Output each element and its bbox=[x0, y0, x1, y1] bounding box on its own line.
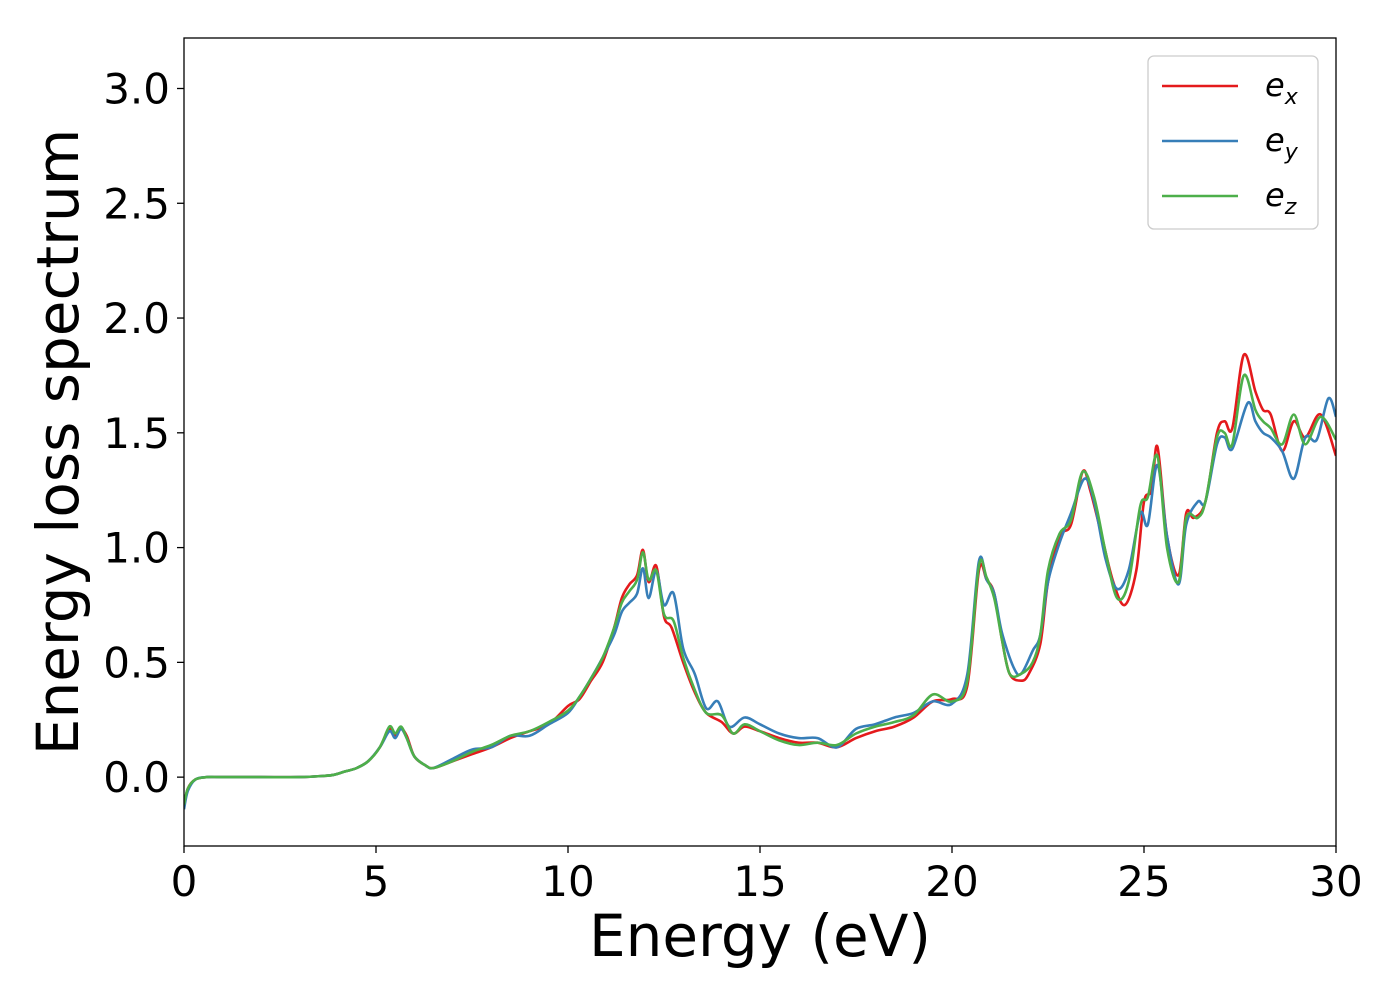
x-tick-label: 25 bbox=[1117, 857, 1170, 906]
plot-lines bbox=[184, 352, 1336, 810]
y-tick-label: 1.0 bbox=[103, 524, 170, 573]
y-tick-label: 2.0 bbox=[103, 294, 170, 343]
y-axis-title: Energy loss spectrum bbox=[24, 129, 92, 755]
legend-label-y: ey bbox=[1265, 121, 1299, 165]
y-tick-label: 3.0 bbox=[103, 65, 170, 114]
y-tick-label: 0.0 bbox=[103, 753, 170, 802]
x-tick-label: 5 bbox=[363, 857, 390, 906]
x-tick-label: 20 bbox=[925, 857, 978, 906]
legend-label-z: ez bbox=[1265, 176, 1297, 220]
x-tick-label: 15 bbox=[733, 857, 786, 906]
legend: ex ey ez bbox=[1147, 55, 1319, 230]
y-axis: 0.0 0.5 1.0 1.5 2.0 2.5 3.0 bbox=[103, 65, 184, 802]
x-tick-label: 10 bbox=[541, 857, 594, 906]
y-tick-label: 2.5 bbox=[103, 179, 170, 228]
y-tick-label: 0.5 bbox=[103, 638, 170, 687]
legend-box bbox=[1147, 55, 1319, 230]
series-line-z bbox=[184, 373, 1336, 805]
y-tick-label: 1.5 bbox=[103, 409, 170, 458]
x-tick-label: 30 bbox=[1309, 857, 1362, 906]
x-axis-title: Energy (eV) bbox=[589, 902, 931, 970]
x-tick-label: 0 bbox=[171, 857, 198, 906]
x-axis: 0 5 10 15 20 25 30 bbox=[171, 846, 1363, 906]
legend-label-x: ex bbox=[1265, 66, 1299, 110]
